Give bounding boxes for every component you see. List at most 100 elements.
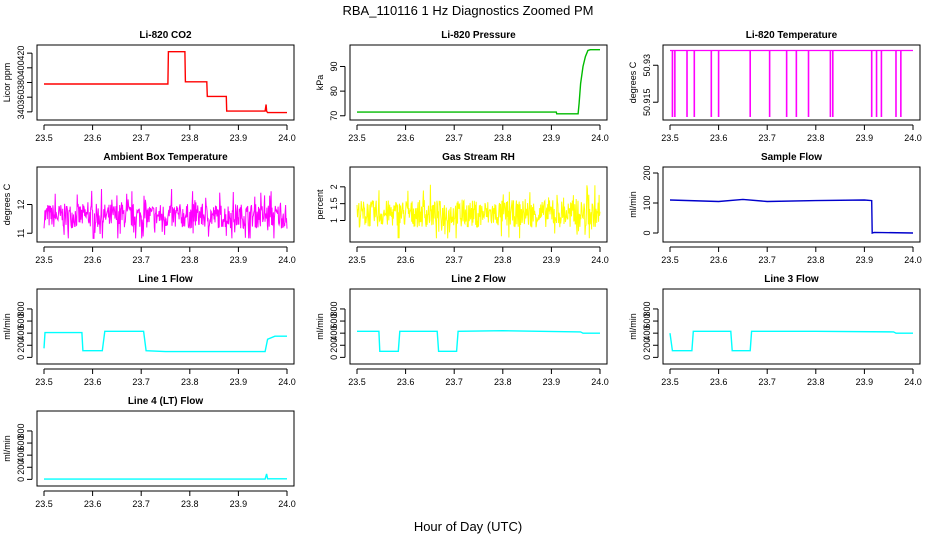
x-tick-label: 23.5	[348, 255, 366, 265]
y-tick-label: 600	[642, 314, 652, 329]
y-axis-label: ml/min	[2, 435, 12, 462]
x-tick-label: 23.6	[397, 133, 415, 143]
x-tick-label: 23.8	[494, 377, 512, 387]
x-tick-label: 23.8	[807, 133, 825, 143]
y-axis-label: ml/min	[628, 313, 638, 340]
y-axis-label: ml/min	[315, 313, 325, 340]
x-tick-label: 23.7	[445, 255, 463, 265]
x-tick-label: 24.0	[904, 133, 922, 143]
panel-frame	[662, 288, 921, 365]
y-tick-label: 0	[642, 355, 652, 360]
y-tick-label: 800	[642, 301, 652, 316]
x-tick-label: 23.5	[661, 133, 679, 143]
figure-title: RBA_110116 1 Hz Diagnostics Zoomed PM	[343, 3, 594, 18]
y-tick-label: 80	[329, 86, 339, 96]
series-line	[356, 184, 601, 239]
panel-4: Gas Stream RH percent 23.5 23.6 23.7 23.8 23.9…	[315, 152, 609, 265]
x-tick-label: 24.0	[591, 377, 609, 387]
x-tick-label: 23.7	[758, 133, 776, 143]
x-tick-label: 24.0	[904, 255, 922, 265]
panel-title: Line 4 (LT) Flow	[128, 396, 204, 407]
y-tick-label: 380	[16, 75, 26, 90]
x-tick-label: 23.5	[35, 255, 53, 265]
x-tick-label: 23.5	[661, 377, 679, 387]
y-tick-label: 2	[329, 184, 339, 189]
x-tick-label: 23.8	[807, 255, 825, 265]
panel-title: Gas Stream RH	[442, 152, 515, 163]
y-tick-label: 100	[642, 195, 652, 210]
series-line	[357, 49, 600, 115]
x-tick-label: 23.5	[35, 377, 53, 387]
series-line	[357, 329, 600, 352]
panel-title: Line 2 Flow	[451, 274, 506, 285]
y-tick-label: 400	[16, 60, 26, 75]
x-tick-label: 23.9	[856, 377, 874, 387]
x-tick-label: 24.0	[904, 377, 922, 387]
panel-title: Li-820 Pressure	[441, 30, 516, 41]
x-tick-label: 23.6	[397, 377, 415, 387]
series-line	[669, 330, 913, 352]
x-tick-label: 23.9	[230, 255, 248, 265]
y-tick-label: 200	[329, 338, 339, 353]
y-tick-label: 90	[329, 61, 339, 71]
x-tick-label: 23.9	[543, 255, 561, 265]
y-tick-label: 0	[16, 355, 26, 360]
y-tick-label: 360	[16, 90, 26, 105]
panels-group: Li-820 CO2 Licor ppm 23.5 23.6 23.7 23.8 23.9 2…	[2, 30, 922, 509]
x-tick-label: 23.9	[856, 133, 874, 143]
x-tick-label: 23.7	[132, 377, 150, 387]
panel-frame	[349, 288, 608, 365]
x-tick-label: 23.6	[397, 255, 415, 265]
y-tick-label: 0	[642, 230, 652, 235]
panel-frame	[36, 288, 295, 365]
panel-3: Ambient Box Temperature degrees C 23.5 23.6…	[2, 152, 296, 265]
panel-2: Li-820 Temperature degrees C 23.5 23.6 23.7 2…	[628, 30, 922, 143]
y-tick-label: 400	[16, 448, 26, 463]
y-tick-label: 1.5	[329, 197, 339, 210]
x-tick-label: 23.5	[661, 255, 679, 265]
x-tick-label: 23.7	[132, 255, 150, 265]
panel-title: Li-820 CO2	[139, 30, 192, 41]
x-tick-label: 23.8	[181, 499, 199, 509]
y-tick-label: 400	[642, 326, 652, 341]
y-tick-label: 0	[16, 477, 26, 482]
x-tick-label: 23.5	[35, 133, 53, 143]
y-tick-label: 400	[329, 326, 339, 341]
y-axis-label: kPa	[315, 75, 325, 91]
x-tick-label: 23.5	[348, 377, 366, 387]
x-tick-label: 23.9	[543, 133, 561, 143]
panel-6: Line 1 Flow ml/min 23.5 23.6 23.7 23.8 23.9 24.…	[2, 274, 296, 387]
y-tick-label: 600	[329, 314, 339, 329]
x-tick-label: 24.0	[278, 133, 296, 143]
panel-title: Li-820 Temperature	[746, 30, 838, 41]
x-tick-label: 23.9	[230, 133, 248, 143]
y-axis-label: degrees C	[628, 61, 638, 103]
x-tick-label: 23.5	[348, 133, 366, 143]
x-tick-label: 23.6	[84, 255, 102, 265]
panel-frame	[36, 44, 295, 121]
x-tick-label: 24.0	[591, 255, 609, 265]
y-axis-label: ml/min	[628, 191, 638, 218]
panel-title: Ambient Box Temperature	[103, 152, 228, 163]
panel-frame	[349, 44, 608, 121]
y-tick-label: 200	[642, 165, 652, 180]
y-tick-label: 50.915	[642, 88, 652, 116]
y-tick-label: 50.93	[642, 54, 652, 77]
y-tick-label: 800	[329, 301, 339, 316]
panel-frame	[662, 166, 921, 243]
x-tick-label: 23.9	[856, 255, 874, 265]
series-line	[669, 198, 914, 234]
y-tick-label: 340	[16, 104, 26, 119]
x-tick-label: 23.7	[132, 499, 150, 509]
series-line	[43, 188, 288, 239]
x-tick-label: 23.8	[494, 133, 512, 143]
y-tick-label: 800	[16, 301, 26, 316]
panel-frame	[349, 166, 608, 243]
x-tick-label: 23.5	[35, 499, 53, 509]
panel-8: Line 3 Flow ml/min 23.5 23.6 23.7 23.8 23.9 24.…	[628, 274, 922, 387]
y-tick-label: 600	[16, 436, 26, 451]
panel-frame	[662, 44, 921, 121]
y-tick-label: 420	[16, 46, 26, 61]
y-axis-label: percent	[315, 189, 325, 220]
